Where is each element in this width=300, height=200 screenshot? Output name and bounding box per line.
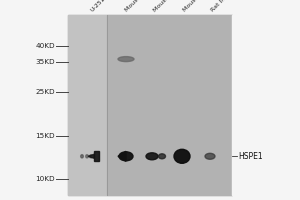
Bar: [94, 151, 99, 161]
Text: 35KD: 35KD: [35, 59, 55, 65]
Ellipse shape: [174, 149, 190, 163]
Bar: [107, 15, 232, 195]
Ellipse shape: [158, 154, 166, 159]
Ellipse shape: [90, 155, 92, 158]
Ellipse shape: [205, 153, 215, 159]
Text: 15KD: 15KD: [35, 133, 55, 139]
Bar: [68, 15, 232, 195]
Text: 10KD: 10KD: [35, 176, 55, 182]
Text: Rat liver: Rat liver: [210, 0, 232, 13]
Text: 40KD: 40KD: [35, 43, 55, 49]
Ellipse shape: [86, 155, 88, 158]
Text: 25KD: 25KD: [35, 89, 55, 95]
Bar: [68, 15, 107, 195]
Text: HSPE1: HSPE1: [238, 152, 262, 161]
Text: Mouse liver: Mouse liver: [124, 0, 153, 13]
Ellipse shape: [119, 152, 133, 161]
Bar: [232, 15, 300, 195]
Polygon shape: [88, 154, 94, 158]
Text: U-251MG: U-251MG: [90, 0, 114, 13]
Text: Mouse kidney: Mouse kidney: [152, 0, 186, 13]
Ellipse shape: [118, 57, 134, 62]
Polygon shape: [118, 151, 126, 161]
Text: Mouse heart: Mouse heart: [182, 0, 213, 13]
Ellipse shape: [81, 155, 83, 158]
Ellipse shape: [146, 153, 158, 160]
